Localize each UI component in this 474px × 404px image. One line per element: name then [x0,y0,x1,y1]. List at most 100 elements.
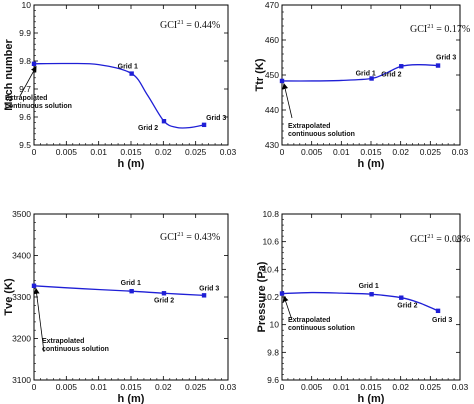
extrapolated-label: continuous solution [288,131,355,138]
x-tick-label: 0.01 [333,382,350,392]
panel-2: 0 0.005 0.01 0.015 0.02 0.025 0.03 430 440 450 460… [254,0,470,170]
x-tick-label: 0.01 [90,382,107,392]
x-tick-label: 0 [32,382,37,392]
data-point-extrapolated [31,283,37,288]
y-tick-label: 10.8 [262,209,279,219]
extrapolated-label: continuous solution [288,325,355,332]
y-tick-label: 3200 [12,334,31,344]
x-axis-title: h (m) [358,158,385,170]
gci-annotation: GCI21 = 0.43% [160,231,220,243]
y-tick-label: 3400 [12,251,31,261]
data-point-grid-3 [201,122,207,128]
gci-annotation: GCI21 = 0.44% [160,19,220,31]
gci-annotation: GCI21 = 0.08% [410,233,470,245]
data-point-grid-1 [129,288,134,294]
extrapolated-arrow [282,82,293,119]
x-tick-label: 0.025 [185,382,207,392]
data-point-extrapolated [31,61,37,66]
x-tick-label: 0.005 [301,382,323,392]
panel-4: 0 0.005 0.01 0.015 0.02 0.025 0.03 9.6 9.8 10 10.2… [256,209,470,404]
x-tick-label: 0.02 [392,147,409,157]
x-tick-label: 0.02 [392,382,409,392]
series-line [281,64,439,82]
gci-superscript: 21 [427,23,434,30]
data-point-grid-3 [201,293,207,298]
y-tick-label: 9.5 [19,140,31,150]
x-tick-label: 0.02 [155,382,172,392]
point-label: Grid 2 [154,297,174,304]
y-tick-label: 10 [270,320,280,330]
x-tick-label: 0.015 [120,382,142,392]
gci-prefix: GCI [410,234,427,245]
y-tick-label: 9.6 [267,375,279,385]
point-label: Grid 1 [121,280,141,287]
point-label: Grid 2 [138,125,158,132]
point-label: Grid 1 [356,71,376,78]
panel-3: 0 0.005 0.01 0.015 0.02 0.025 0.03 3100 3200 3300… [3,209,237,404]
y-tick-label: 10.2 [262,292,279,302]
x-axis-title: h (m) [118,393,145,404]
y-tick-label: 10.4 [262,264,279,274]
y-tick-label: 450 [265,70,279,80]
x-tick-label: 0.03 [452,147,469,157]
x-tick-label: 0 [280,382,285,392]
x-tick-label: 0.02 [155,147,172,157]
y-tick-label: 9.6 [19,112,31,122]
data-point-grid-3 [435,63,441,68]
y-tick-label: 10 [22,0,32,10]
gci-superscript: 21 [177,19,184,26]
point-label: Grid 3 [206,115,226,122]
point-label: Grid 3 [199,285,219,292]
point-label: Grid 1 [359,283,379,290]
x-tick-label: 0 [32,147,37,157]
extrapolated-label: Extrapolated [42,338,84,345]
extrapolated-label: Extrapolated [288,123,330,130]
point-label: Grid 3 [436,55,456,62]
y-tick-label: 440 [265,105,279,115]
x-tick-label: 0.015 [360,147,382,157]
data-point-grid-2 [161,291,167,296]
gci-annotation: GCI21 = 0.17% [410,23,470,35]
data-point-grid-2 [399,64,404,69]
y-axis-title: Tve (K) [3,278,15,316]
x-tick-label: 0.03 [220,147,237,157]
data-point-grid-1 [369,292,374,297]
x-tick-label: 0.025 [185,147,207,157]
extrapolated-label: Extrapolated [5,95,47,102]
data-point-grid-3 [435,308,441,314]
point-label: Grid 1 [118,64,138,71]
y-tick-label: 470 [265,0,279,10]
gci-prefix: GCI [160,232,177,243]
y-tick-label: 430 [265,140,279,150]
x-tick-label: 0.015 [120,147,142,157]
y-axis-title: Ttr (K) [254,58,266,91]
point-label: Grid 2 [397,303,417,310]
x-tick-label: 0.03 [220,382,237,392]
series-line [33,285,205,296]
x-axis-title: h (m) [118,158,145,170]
gci-value: = 0.44% [184,20,220,31]
point-label: Grid 3 [432,317,452,324]
y-tick-label: 9.8 [267,347,279,357]
gci-prefix: GCI [160,20,177,31]
extrapolated-label: continuous solution [5,103,72,110]
extrapolated-label: Extrapolated [288,317,330,324]
x-tick-label: 0.03 [452,382,469,392]
gci-value: = 0.08% [434,234,470,245]
extrapolated-arrow [33,287,45,353]
x-tick-label: 0 [280,147,285,157]
y-tick-label: 9.8 [19,56,31,66]
gci-superscript: 21 [177,231,184,238]
y-tick-label: 10.6 [262,237,279,247]
x-axis-title: h (m) [358,393,385,404]
data-point-grid-1 [129,71,134,76]
x-tick-label: 0.025 [420,147,442,157]
gci-value: = 0.17% [434,24,470,35]
y-tick-label: 9.9 [19,28,31,38]
y-tick-label: 3300 [12,292,31,302]
y-axis-title: Mach number [3,39,15,111]
data-point-extrapolated [279,291,285,296]
y-tick-label: 460 [265,35,279,45]
point-label: Grid 2 [381,71,401,78]
